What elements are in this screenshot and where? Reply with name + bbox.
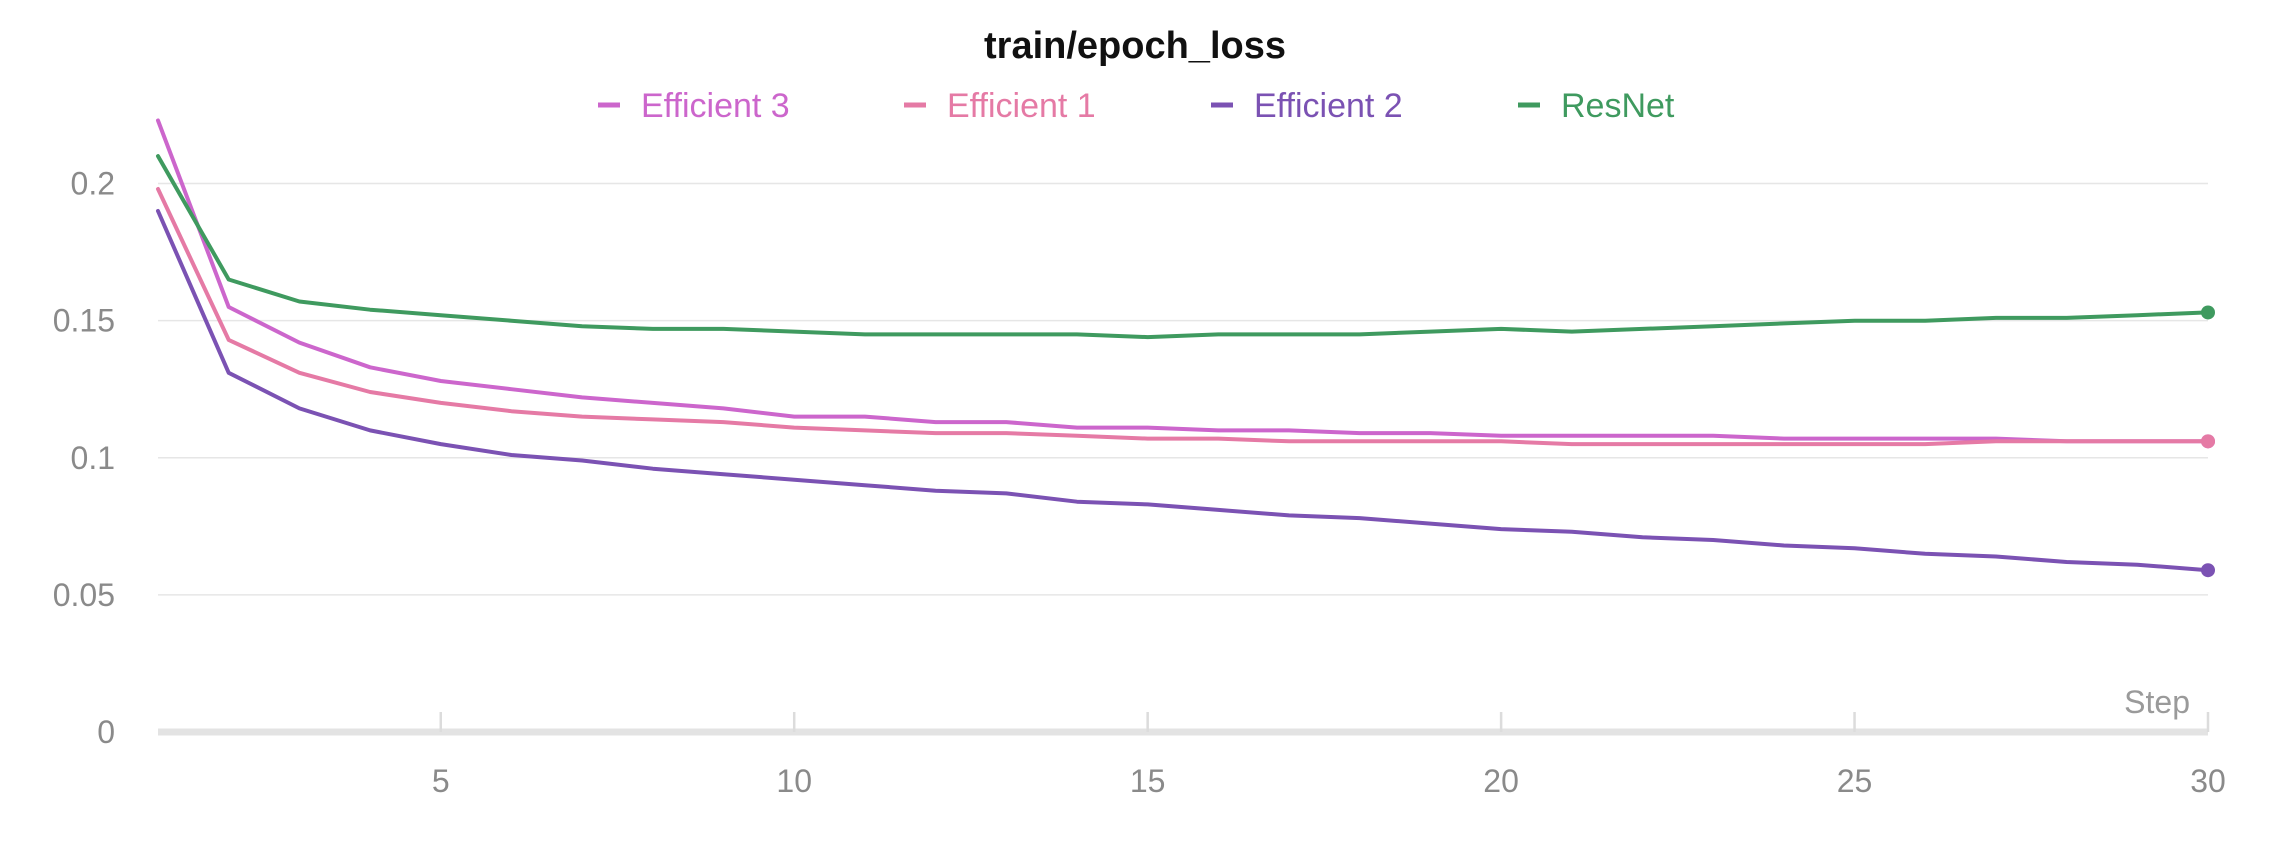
x-axis: 5 10 15 20 25 30 <box>158 712 2226 799</box>
x-tick-label: 25 <box>1837 763 1873 799</box>
x-tick-label: 30 <box>2190 763 2226 799</box>
series-lines[interactable] <box>156 118 2215 578</box>
legend-label: Efficient 3 <box>641 87 790 125</box>
series-line-efficient-3[interactable] <box>156 118 2210 444</box>
series-end-point-efficient-1[interactable] <box>2201 434 2215 449</box>
series-end-point-efficient-2[interactable] <box>2201 563 2215 578</box>
legend[interactable]: Efficient 3 Efficient 1 Efficient 2 ResNet <box>598 87 1675 125</box>
x-tick-label: 15 <box>1130 763 1166 799</box>
legend-item-resnet[interactable]: ResNet <box>1518 87 1675 125</box>
series-line-efficient-1[interactable] <box>156 187 2210 447</box>
y-tick-label: 0 <box>97 714 115 750</box>
legend-label: Efficient 1 <box>947 87 1096 125</box>
x-tick-label: 5 <box>432 763 450 799</box>
legend-label: ResNet <box>1561 87 1675 125</box>
y-tick-label: 0.15 <box>53 303 115 339</box>
y-tick-label: 0.05 <box>53 577 115 613</box>
x-tick-label: 20 <box>1483 763 1519 799</box>
x-axis-title: Step <box>2124 684 2190 720</box>
series-line-resnet[interactable] <box>156 154 2210 340</box>
series-line-efficient-2[interactable] <box>156 209 2210 573</box>
legend-label: Efficient 2 <box>1254 87 1403 125</box>
legend-item-efficient-3[interactable]: Efficient 3 <box>598 87 790 125</box>
grid-lines <box>158 182 2208 596</box>
series-end-point-resnet[interactable] <box>2201 305 2215 320</box>
y-tick-label: 0.1 <box>71 440 115 476</box>
legend-item-efficient-2[interactable]: Efficient 2 <box>1211 87 1403 125</box>
y-axis: 0 0.05 0.1 0.15 0.2 <box>53 166 115 750</box>
chart-title: train/epoch_loss <box>984 25 1286 67</box>
x-tick-label: 10 <box>776 763 812 799</box>
y-tick-label: 0.2 <box>71 166 115 202</box>
legend-item-efficient-1[interactable]: Efficient 1 <box>904 87 1096 125</box>
